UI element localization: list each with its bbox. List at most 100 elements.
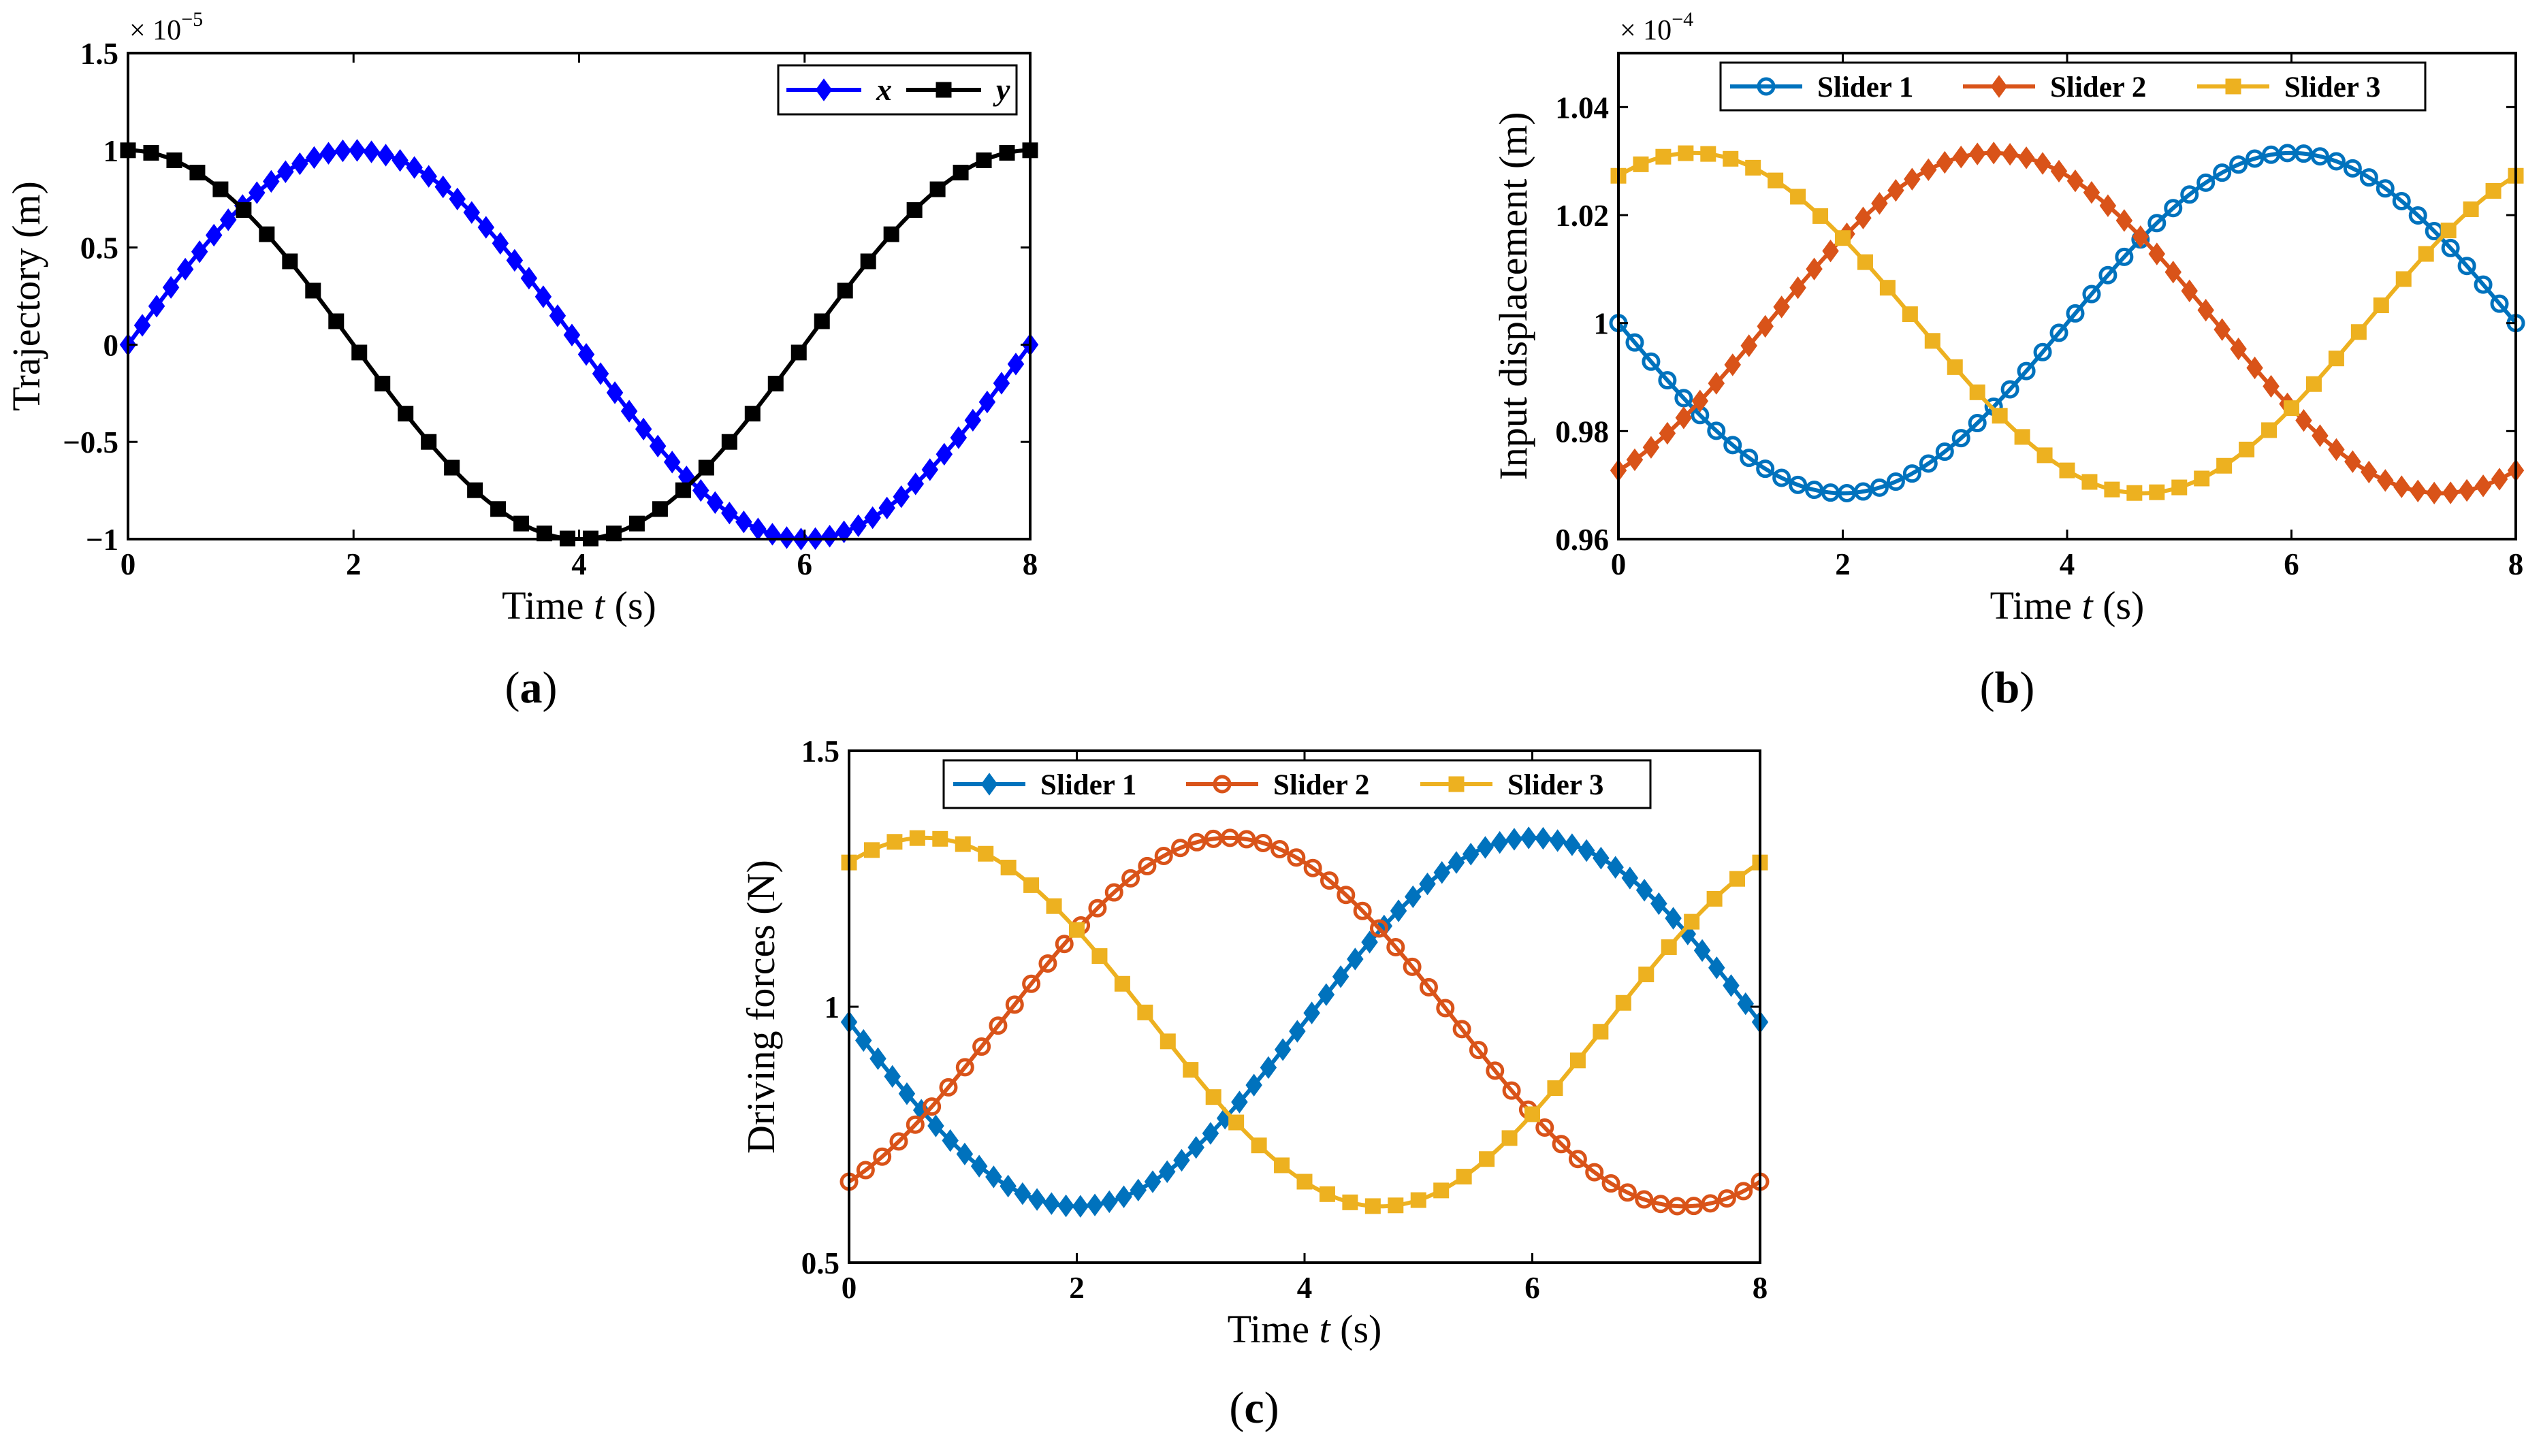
data-point xyxy=(449,187,466,210)
data-point xyxy=(1902,306,1918,323)
x-tick-label: 4 xyxy=(1297,1271,1313,1305)
data-point xyxy=(2305,376,2322,392)
data-point xyxy=(1593,846,1610,870)
legend-swatch-marker xyxy=(1757,77,1776,96)
legend-entry-1: x xyxy=(786,72,892,107)
data-point xyxy=(2180,185,2199,204)
x-tick-label: 6 xyxy=(2284,547,2299,581)
data-point xyxy=(854,1029,872,1052)
data-point xyxy=(1505,828,1523,851)
data-point xyxy=(162,276,180,299)
legend-label: y xyxy=(993,72,1010,107)
data-point xyxy=(1260,1056,1277,1080)
data-point xyxy=(1717,1189,1736,1208)
data-point xyxy=(2115,209,2133,232)
data-point xyxy=(391,148,409,172)
data-point xyxy=(1700,146,1716,162)
data-point xyxy=(1479,1151,1495,1167)
data-point xyxy=(1137,1004,1153,1020)
data-point xyxy=(1626,448,1644,472)
series-line xyxy=(847,835,1762,1209)
data-point xyxy=(2418,246,2434,262)
data-point xyxy=(2194,470,2210,487)
data-point xyxy=(898,1082,916,1105)
y-tick-label: 1 xyxy=(103,134,119,168)
data-point xyxy=(1171,839,1190,858)
data-point xyxy=(1144,1170,1162,1193)
data-point xyxy=(1353,901,1372,920)
series-line xyxy=(1616,150,2518,496)
data-point xyxy=(606,381,624,404)
data-point xyxy=(1469,1041,1488,1060)
data-point xyxy=(1621,867,1639,890)
data-point xyxy=(1046,898,1062,914)
data-point xyxy=(236,202,252,219)
data-point xyxy=(721,434,737,450)
data-point xyxy=(1296,1174,1313,1190)
data-point xyxy=(1086,1193,1104,1216)
data-point xyxy=(1601,1174,1620,1193)
data-point xyxy=(2066,169,2084,193)
data-point xyxy=(906,202,923,219)
data-point xyxy=(2196,173,2216,192)
data-point xyxy=(1684,913,1700,930)
data-point xyxy=(1183,1062,1199,1078)
y-tick-label: −1 xyxy=(86,523,118,557)
data-point xyxy=(577,342,595,366)
panel-label-letter: a xyxy=(520,663,543,713)
data-point xyxy=(2350,324,2367,340)
data-point xyxy=(148,295,165,318)
data-point xyxy=(1160,1033,1176,1050)
data-point xyxy=(320,142,337,165)
legend-swatch-marker xyxy=(1448,776,1465,792)
legend-label: Slider 3 xyxy=(2284,71,2380,103)
data-point xyxy=(837,282,853,299)
data-point xyxy=(1520,826,1537,850)
data-point xyxy=(1320,871,1339,890)
y-tick-label: 0.98 xyxy=(1555,415,1609,449)
data-point xyxy=(663,451,681,474)
data-point xyxy=(1723,150,1739,167)
data-point xyxy=(955,1058,974,1077)
data-point xyxy=(2033,342,2052,361)
data-point xyxy=(692,479,709,502)
data-point xyxy=(1173,1148,1190,1172)
data-point xyxy=(856,1161,875,1180)
data-point xyxy=(2425,481,2443,504)
data-point xyxy=(1675,406,1693,430)
data-point xyxy=(707,491,724,514)
data-point xyxy=(1088,899,1107,918)
y-tick-label: 0 xyxy=(103,328,119,362)
x-axis-label-var: t xyxy=(2082,583,2094,628)
data-point xyxy=(2310,147,2329,166)
data-point xyxy=(1014,1182,1032,1206)
y-tick-label: 0.5 xyxy=(80,231,118,265)
legend-entry-1: Slider 1 xyxy=(953,769,1136,801)
data-point xyxy=(1317,983,1335,1006)
data-point xyxy=(1535,826,1552,850)
y-tick-label: 1.5 xyxy=(80,37,118,71)
legend-entry-3: Slider 3 xyxy=(2197,71,2380,103)
data-point xyxy=(1855,206,1872,229)
legend-entry-2: Slider 2 xyxy=(1186,769,1369,801)
data-point xyxy=(1319,1186,1335,1202)
data-point xyxy=(2474,275,2493,294)
data-point xyxy=(1104,883,1123,902)
data-point xyxy=(1205,1089,1221,1105)
data-point xyxy=(2036,447,2053,464)
data-point xyxy=(1768,172,1784,189)
data-point xyxy=(1678,145,1694,161)
data-point xyxy=(2148,242,2166,265)
legend-entry-2: y xyxy=(906,72,1010,107)
data-point xyxy=(1342,1194,1358,1210)
data-point xyxy=(1023,877,1040,893)
data-point xyxy=(420,165,437,188)
data-point xyxy=(1651,1195,1670,1214)
data-point xyxy=(923,1097,942,1116)
data-point xyxy=(1879,280,1896,296)
data-point xyxy=(1303,1001,1320,1024)
data-point xyxy=(764,523,781,546)
data-point xyxy=(1101,1190,1118,1214)
data-point xyxy=(2149,484,2165,500)
data-point xyxy=(2344,450,2361,473)
